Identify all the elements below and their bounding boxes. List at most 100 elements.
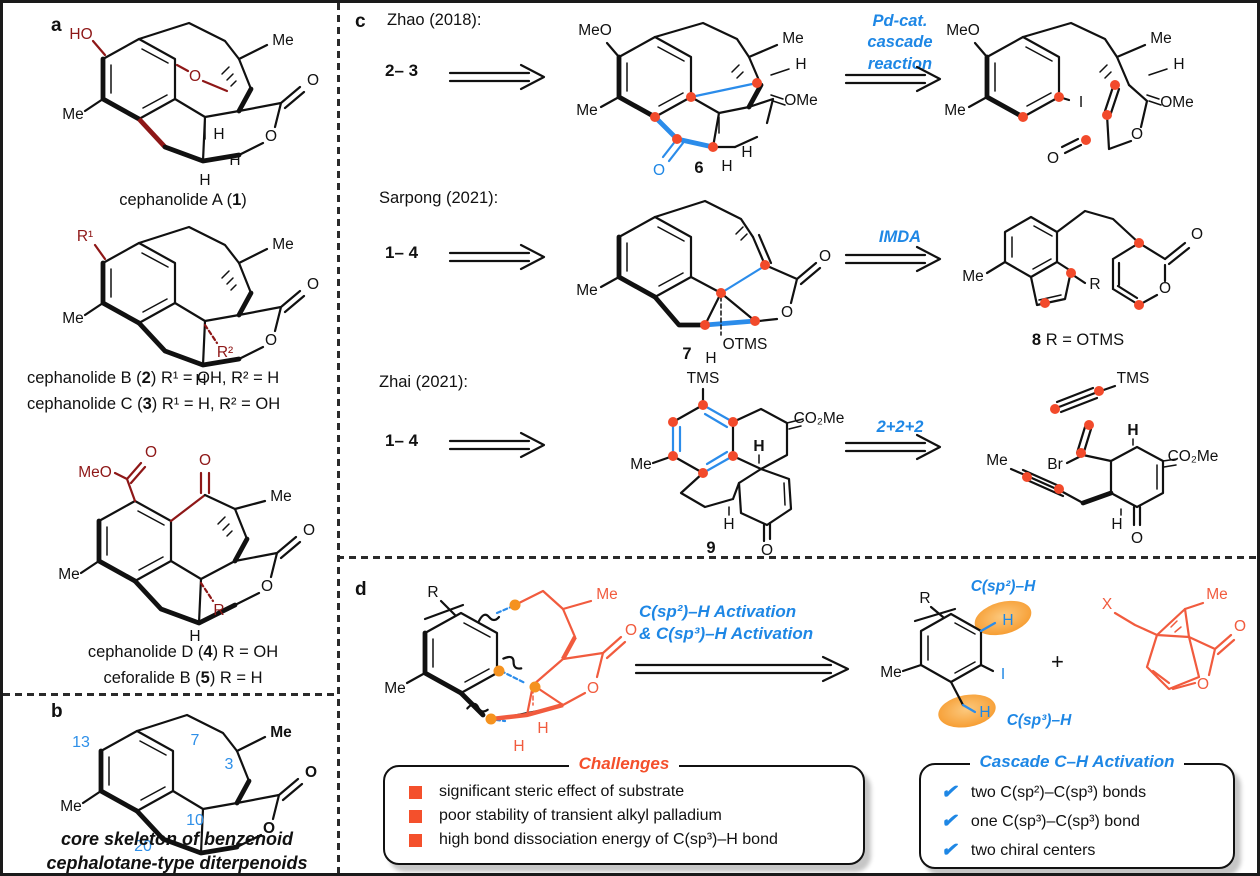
cascade-item: ✔ two chiral centers bbox=[941, 839, 1223, 862]
label-o-ketone: O bbox=[199, 452, 211, 469]
compound-number-7: 7 bbox=[682, 345, 691, 363]
caption-ceforalide-b: ceforalide B (5) R = H bbox=[103, 669, 263, 687]
label-me: Me bbox=[630, 456, 652, 473]
label-me-left: Me bbox=[944, 102, 966, 119]
activation-text: C(sp²)–H Activation & C(sp³)–H Activatio… bbox=[639, 602, 814, 644]
panel-divider-ab bbox=[3, 693, 337, 696]
caption-cephanolide-b: cephanolide B (2) R¹ = OH, R² = H bbox=[27, 369, 280, 387]
label-o-bridge: O bbox=[189, 68, 201, 85]
label-o-carbonyl: O bbox=[307, 72, 319, 89]
label-o-carbonyl: O bbox=[1191, 226, 1203, 243]
structure-cephanolide-a: HO Me Me O O O H H H bbox=[62, 21, 319, 189]
label-otms: OTMS bbox=[723, 336, 768, 353]
bonds bbox=[81, 713, 304, 856]
panel-label-b: b bbox=[51, 701, 63, 722]
label-me-right: Me bbox=[272, 32, 294, 49]
cascade-text: two C(sp²)–C(sp³) bonds bbox=[970, 783, 1147, 801]
label-r: R bbox=[213, 602, 224, 619]
label-iodine: I bbox=[1001, 666, 1005, 683]
label-o-blue: O bbox=[653, 162, 665, 179]
label-iodine: I bbox=[1079, 94, 1083, 111]
panel-divider-vertical bbox=[337, 3, 340, 873]
label-h-top: H bbox=[753, 438, 764, 455]
square-bullet-icon bbox=[409, 785, 422, 799]
num-3: 3 bbox=[225, 756, 234, 773]
label-o-ring: O bbox=[265, 128, 277, 145]
challenge-item: high bond dissociation energy of C(sp³)–… bbox=[409, 831, 853, 849]
num-13: 13 bbox=[72, 734, 90, 751]
label-sp3-ch: C(sp³)–H bbox=[1007, 712, 1072, 729]
label-h2: H bbox=[721, 158, 732, 175]
label-h-top: H bbox=[795, 56, 806, 73]
label-h-bottom: H bbox=[723, 516, 734, 533]
bonds bbox=[599, 21, 790, 163]
label-o-ketone: O bbox=[1131, 530, 1143, 547]
label-meo: MeO bbox=[946, 22, 980, 39]
label-o-carbonyl: O bbox=[303, 522, 315, 539]
challenge-item: poor stability of transient alkyl pallad… bbox=[409, 807, 853, 825]
highlight-dots bbox=[1022, 386, 1104, 494]
row1-targets: 2– 3 bbox=[385, 61, 419, 80]
label-h: H bbox=[705, 350, 716, 367]
retro-arrow bbox=[844, 433, 942, 461]
label-h1: H bbox=[189, 628, 200, 645]
label-h-sp3: H bbox=[979, 704, 990, 721]
row3-targets: 1– 4 bbox=[385, 431, 419, 450]
row2-author: Sarpong (2021): bbox=[379, 189, 499, 207]
structure-8: Me R O O bbox=[962, 209, 1203, 310]
label-h1: H bbox=[195, 372, 206, 389]
label-ome: OMe bbox=[784, 92, 818, 109]
label-h1: H bbox=[513, 738, 524, 755]
num-10: 10 bbox=[186, 812, 204, 829]
caption-cephanolide-c: cephanolide C (3) R¹ = H, R² = OH bbox=[27, 395, 281, 413]
label-r: R bbox=[1089, 276, 1100, 293]
cascade-title: Cascade C–H Activation bbox=[921, 752, 1233, 772]
num-20: 20 bbox=[134, 838, 152, 855]
label-r: R bbox=[919, 590, 930, 607]
label-h-sp2: H bbox=[1002, 612, 1013, 629]
label-me-left: Me bbox=[576, 102, 598, 119]
label-h1: H bbox=[199, 172, 210, 189]
checkmark-icon: ✔ bbox=[941, 811, 957, 832]
label-o-carbonyl: O bbox=[307, 276, 319, 293]
label-h3: H bbox=[213, 126, 224, 143]
retro-arrow bbox=[448, 243, 546, 271]
highlight-dots bbox=[650, 78, 762, 152]
bonds bbox=[1113, 601, 1236, 691]
label-o-ring: O bbox=[1197, 676, 1209, 693]
bonds bbox=[967, 21, 1168, 155]
bonds bbox=[985, 209, 1191, 307]
label-me-right: Me bbox=[270, 488, 292, 505]
bonds bbox=[83, 21, 306, 164]
row3-reagent: 2+2+2 bbox=[876, 418, 924, 436]
row1-author: Zhao (2018): bbox=[387, 11, 482, 29]
label-co2me: CO₂Me bbox=[794, 410, 845, 427]
label-h-top: H bbox=[1127, 422, 1138, 439]
label-h2: H bbox=[229, 152, 240, 169]
label-o-carbonyl: O bbox=[1234, 618, 1246, 635]
caption-core-skeleton-2: cephalotane-type diterpenoids bbox=[46, 853, 308, 873]
bonds bbox=[83, 225, 306, 368]
label-r2: R² bbox=[217, 344, 233, 361]
label-o-carbonyl: O bbox=[305, 764, 317, 781]
label-o-ring: O bbox=[781, 304, 793, 321]
structure-row3-precursor: TMS Me Br H CO₂Me H O bbox=[986, 370, 1218, 547]
panel-label-a: a bbox=[51, 15, 62, 36]
challenges-title: Challenges bbox=[385, 754, 863, 774]
caption-cephanolide-a: cephanolide A (1) bbox=[119, 191, 247, 209]
panel-label-c: c bbox=[355, 11, 366, 32]
row2-targets: 1– 4 bbox=[385, 243, 419, 262]
label-me: Me bbox=[962, 268, 984, 285]
challenge-text: significant steric effect of substrate bbox=[439, 783, 685, 800]
cascade-text: two chiral centers bbox=[970, 841, 1096, 859]
label-o-carbonyl: O bbox=[625, 622, 637, 639]
cascade-item: ✔ two C(sp²)–C(sp³) bonds bbox=[941, 781, 1223, 804]
cascade-box: Cascade C–H Activation ✔ two C(sp²)–C(sp… bbox=[919, 752, 1235, 869]
label-h-top: H bbox=[1173, 56, 1184, 73]
label-o-co: O bbox=[1047, 150, 1059, 167]
num-7: 7 bbox=[191, 732, 200, 749]
bonds bbox=[405, 589, 627, 723]
bonds bbox=[1009, 384, 1178, 527]
label-tms: TMS bbox=[687, 370, 720, 387]
structure-dienophile: X Me O O bbox=[1102, 586, 1246, 693]
